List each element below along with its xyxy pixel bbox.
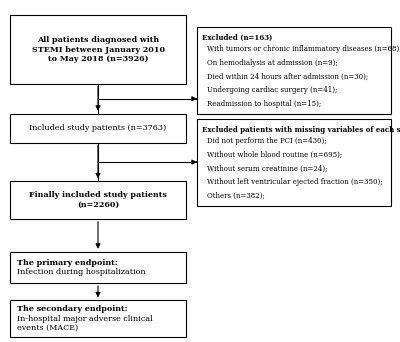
Text: (n=2260): (n=2260) [77,201,119,209]
Text: Readmission to hospital (n=15);: Readmission to hospital (n=15); [206,100,321,108]
Text: Did not perform the PCI (n=430);: Did not perform the PCI (n=430); [206,137,326,145]
Text: Infection during hospitalization: Infection during hospitalization [17,268,146,276]
Bar [10,114,186,143]
Bar [197,27,391,114]
Text: Without serum creatinine (n=24);: Without serum creatinine (n=24); [206,165,327,173]
Text: events (MACE): events (MACE) [17,324,78,332]
Text: Finally included study patients: Finally included study patients [29,191,167,199]
Bar [10,300,186,337]
Text: Without whole blood routine (n=695);: Without whole blood routine (n=695); [206,151,342,159]
Text: Undergoing cardiac surgery (n=41);: Undergoing cardiac surgery (n=41); [206,86,337,94]
Bar [10,15,186,84]
Text: On hemodialysis at admission (n=9);: On hemodialysis at admission (n=9); [206,59,337,67]
Text: The primary endpoint:: The primary endpoint: [17,259,118,267]
Text: In-hospital major adverse clinical: In-hospital major adverse clinical [17,315,153,323]
Text: All patients diagnosed with: All patients diagnosed with [37,36,159,44]
Text: Excluded (n=163): Excluded (n=163) [202,34,272,42]
Bar [197,119,391,206]
Text: Included study patients (n=3763): Included study patients (n=3763) [29,124,167,132]
Text: STEMI between January 2010: STEMI between January 2010 [32,45,164,54]
Bar [10,181,186,219]
Text: Others (n=382);: Others (n=382); [206,192,264,200]
Text: Without left ventricular ejected fraction (n=350);: Without left ventricular ejected fractio… [206,179,382,186]
Text: Died within 24 hours after admission (n=30);: Died within 24 hours after admission (n=… [206,73,368,80]
Text: to May 2018 (n=3926): to May 2018 (n=3926) [48,55,148,63]
Text: With tumors or chronic inflammatory diseases (n=68);: With tumors or chronic inflammatory dise… [206,45,400,53]
Bar [10,252,186,283]
Text: Excluded patients with missing variables of each score (n=1503): Excluded patients with missing variables… [202,126,400,134]
Text: The secondary endpoint:: The secondary endpoint: [17,305,128,313]
